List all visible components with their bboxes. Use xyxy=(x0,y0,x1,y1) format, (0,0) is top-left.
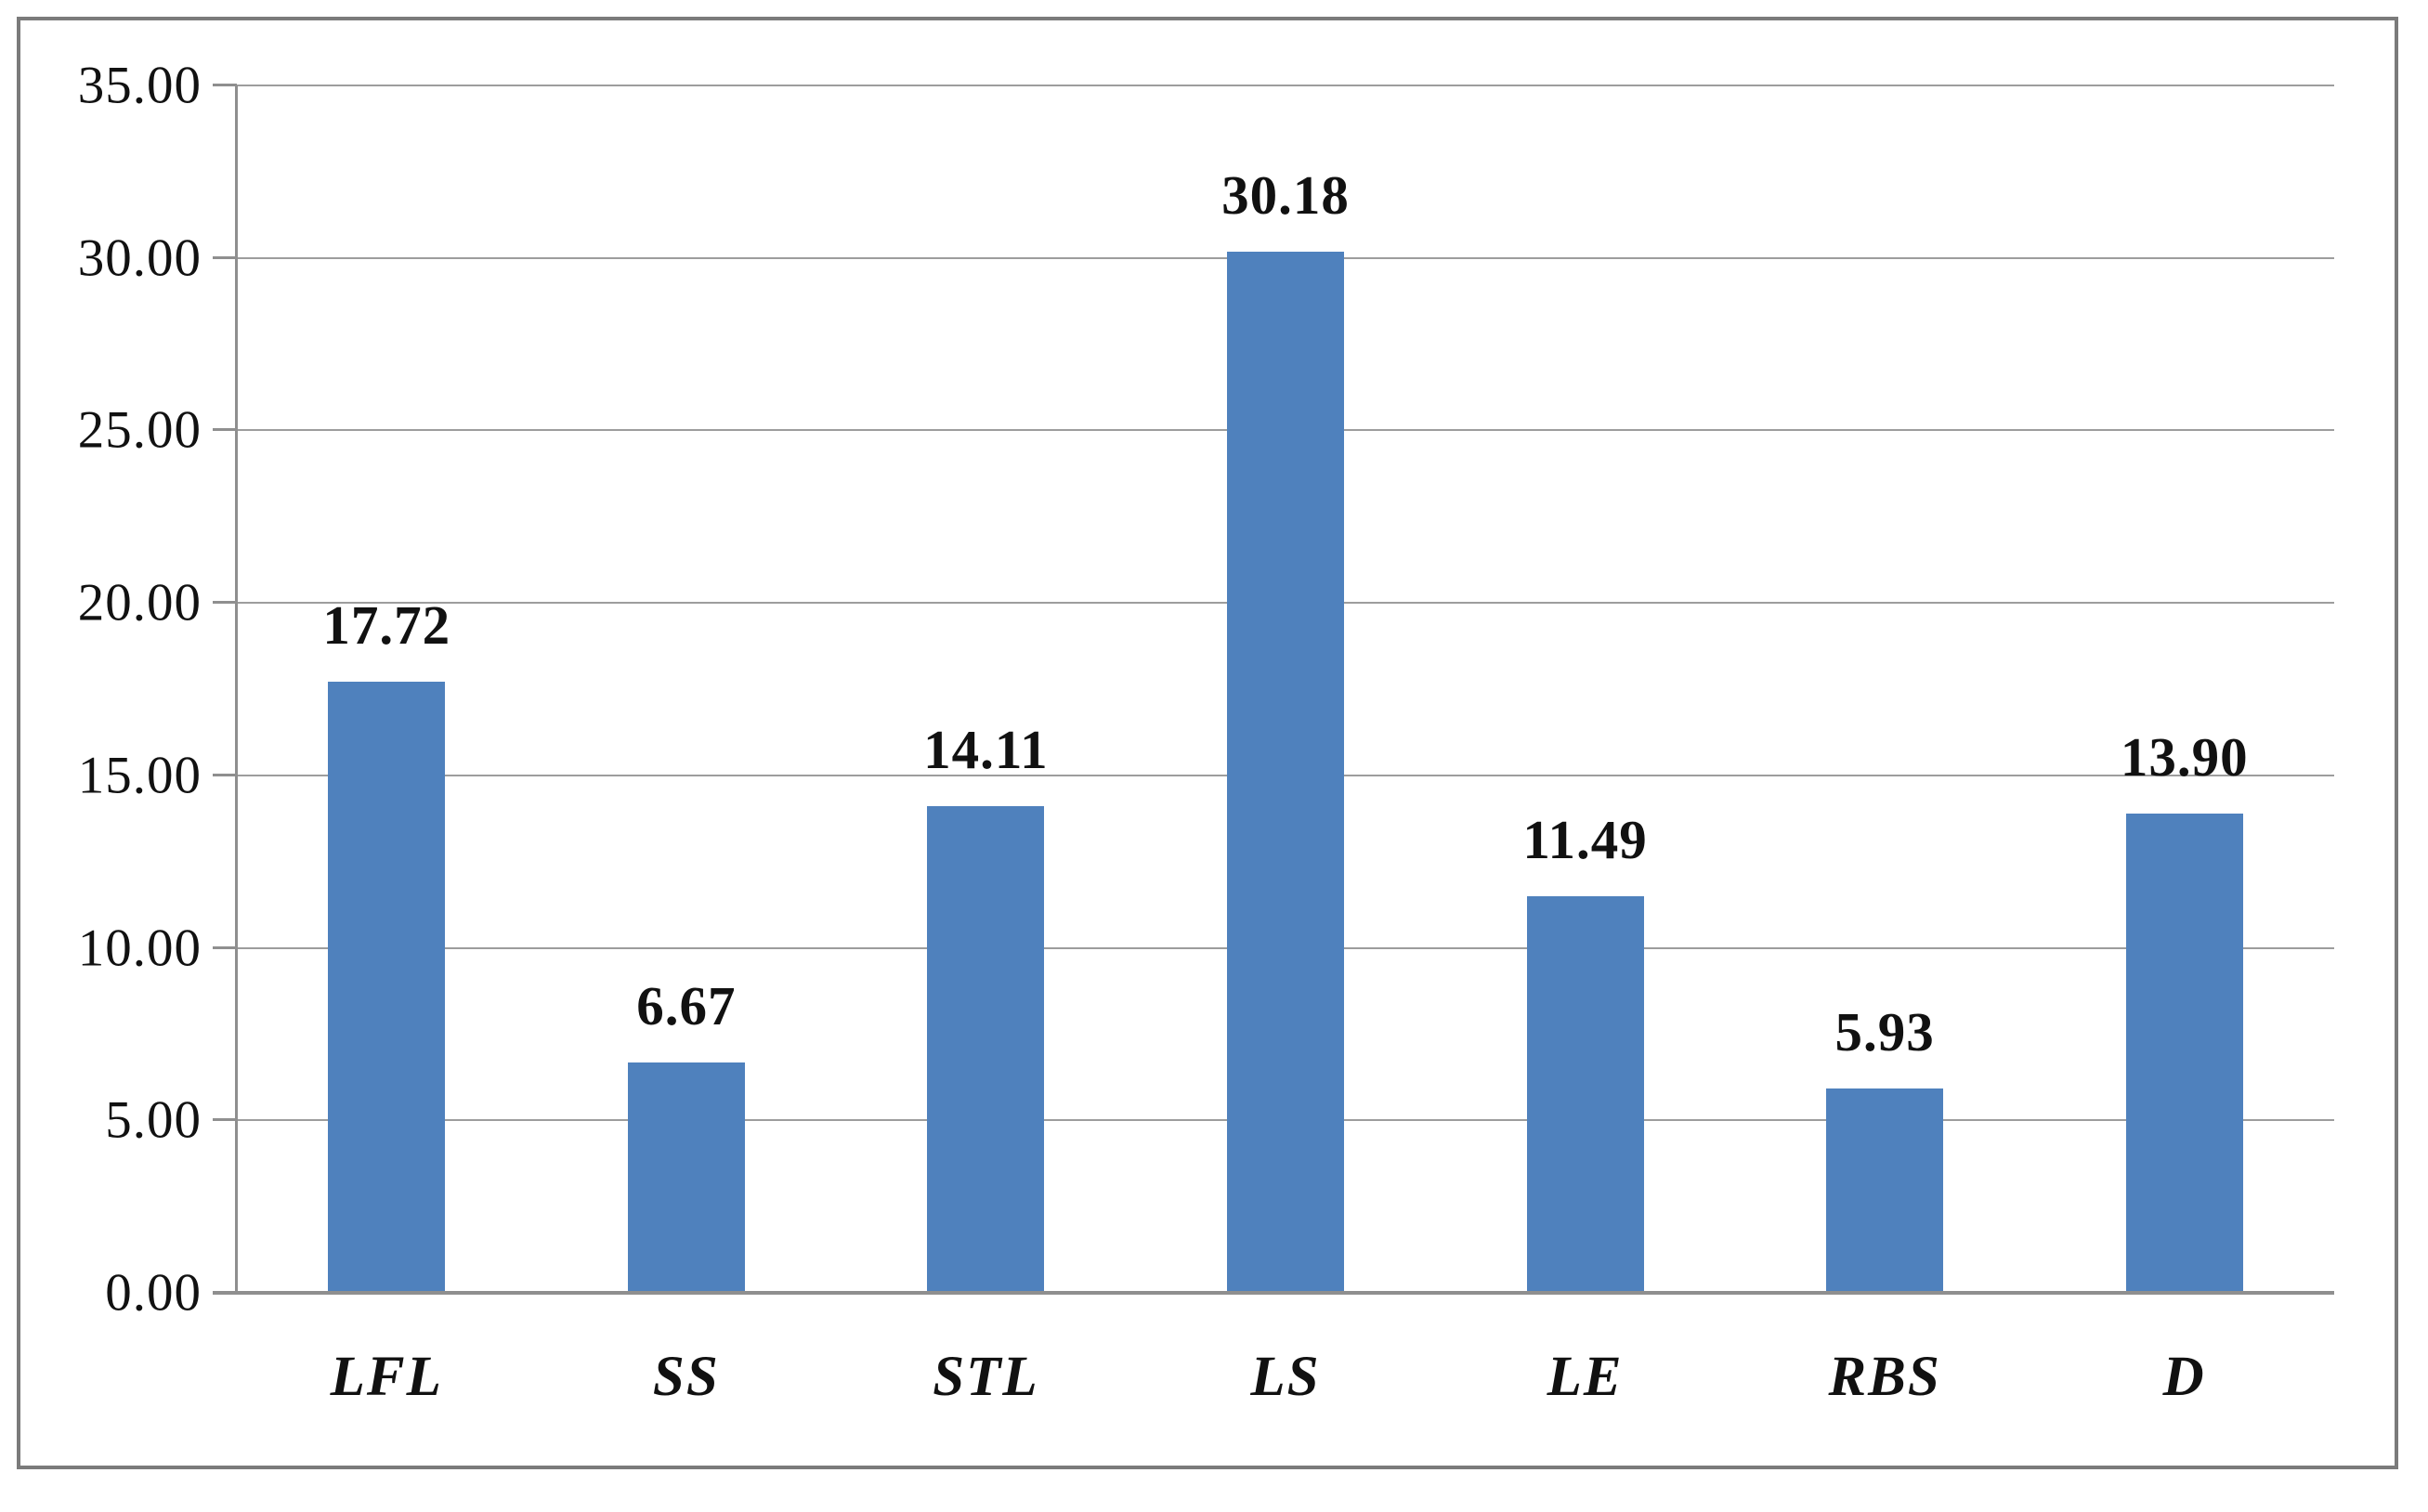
y-axis-tick xyxy=(213,255,237,259)
category-label: LS xyxy=(1250,1346,1321,1408)
y-axis-tick xyxy=(213,945,237,949)
bar-value-label: 11.49 xyxy=(1522,809,1648,871)
bar xyxy=(1826,1088,1944,1293)
y-tick-label: 25.00 xyxy=(77,400,202,460)
bar-value-label: 6.67 xyxy=(636,975,737,1037)
bar xyxy=(1227,252,1344,1293)
y-tick-label: 35.00 xyxy=(77,56,202,115)
bar-value-label: 17.72 xyxy=(322,593,451,656)
category-label: LE xyxy=(1547,1346,1624,1408)
bar xyxy=(328,681,446,1293)
bar-value-label: 13.90 xyxy=(2120,725,2249,788)
bar xyxy=(627,1062,745,1293)
y-tick-label: 5.00 xyxy=(105,1090,202,1150)
category-label: SS xyxy=(652,1346,720,1408)
y-axis-tick xyxy=(213,773,237,776)
category-label: STL xyxy=(933,1346,1039,1408)
y-axis-line xyxy=(235,85,238,1295)
y-tick-label: 20.00 xyxy=(77,573,202,632)
category-label: LFL xyxy=(330,1346,443,1408)
category-label: D xyxy=(2162,1346,2206,1408)
y-axis-tick xyxy=(213,601,237,605)
plot-area: 0.00 5.00 10.00 15.00 20.00 25.00 30.00 35.00 17… xyxy=(78,57,2334,1408)
gridline xyxy=(237,85,2334,86)
x-axis-line xyxy=(213,1291,2334,1295)
bar xyxy=(927,805,1045,1293)
y-tick-label: 0.00 xyxy=(105,1263,202,1323)
y-tick-label: 15.00 xyxy=(77,746,202,805)
bar xyxy=(2125,813,2243,1293)
category-label: RBS xyxy=(1828,1346,1941,1408)
y-tick-label: 10.00 xyxy=(77,919,202,978)
y-axis-tick xyxy=(213,84,237,86)
bar xyxy=(1526,896,1644,1293)
bar-value-label: 14.11 xyxy=(923,718,1049,780)
y-axis-tick xyxy=(213,1118,237,1122)
y-tick-label: 30.00 xyxy=(77,228,202,288)
bar-value-label: 5.93 xyxy=(1834,1000,1935,1062)
y-axis-tick xyxy=(213,428,237,432)
bar-value-label: 30.18 xyxy=(1221,164,1350,227)
